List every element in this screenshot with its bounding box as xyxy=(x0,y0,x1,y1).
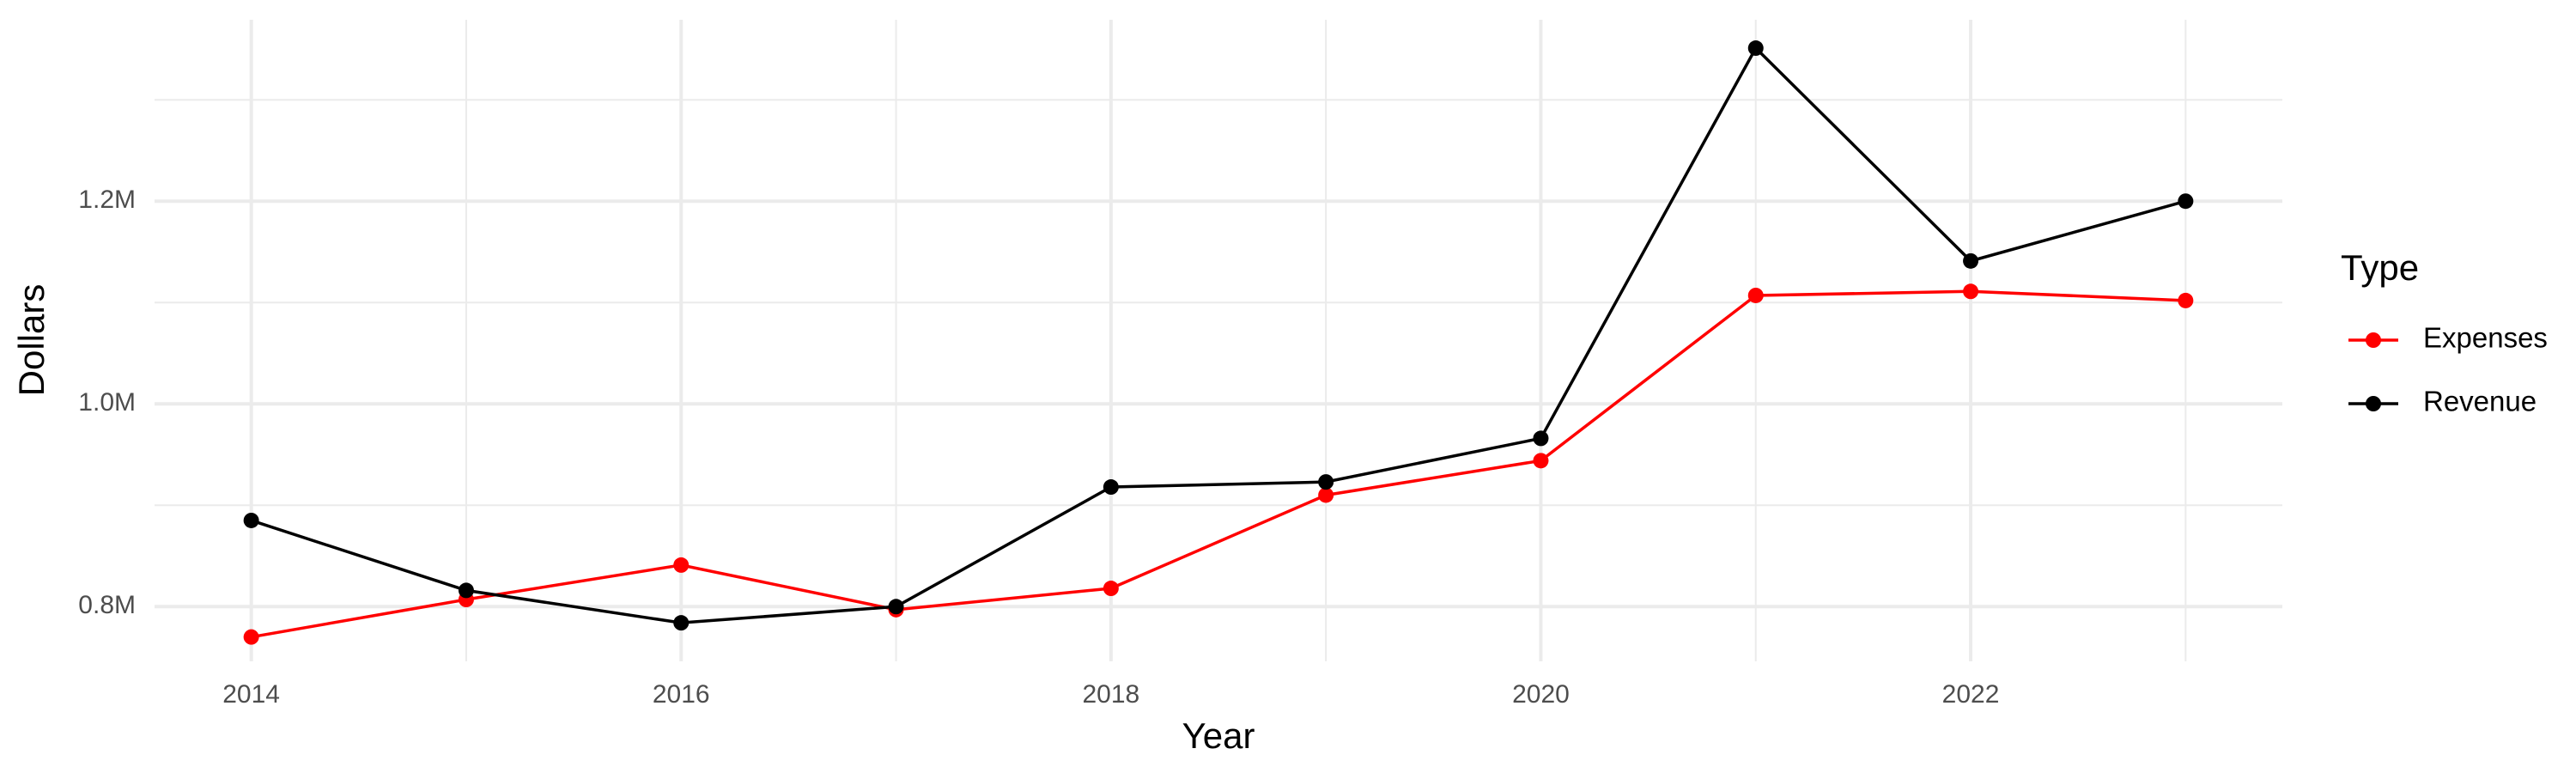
y-axis-title: Dollars xyxy=(11,284,52,397)
series-line xyxy=(251,289,2186,639)
data-point xyxy=(1963,253,1979,269)
data-point xyxy=(243,512,259,528)
data-point xyxy=(673,615,690,631)
legend-key-point xyxy=(2366,396,2381,411)
data-point xyxy=(2178,292,2194,308)
y-tick-label: 0.8M xyxy=(78,591,136,619)
x-tick-label: 2022 xyxy=(1942,680,2000,709)
legend-key-point xyxy=(2366,332,2381,348)
y-tick-label: 1.2M xyxy=(78,186,136,214)
grid xyxy=(155,20,2282,661)
y-tick-label: 1.0M xyxy=(78,388,136,417)
legend-label: Revenue xyxy=(2423,386,2537,417)
x-axis-title: Year xyxy=(1182,715,1255,756)
data-point xyxy=(458,582,474,599)
data-point xyxy=(673,557,690,573)
legend-label: Expenses xyxy=(2423,322,2548,354)
legend-title: Type xyxy=(2341,247,2419,288)
data-point xyxy=(243,629,259,645)
data-point xyxy=(1318,474,1334,490)
data-point xyxy=(1747,40,1764,57)
x-tick-label: 2014 xyxy=(222,680,280,709)
data-point xyxy=(1533,453,1549,469)
data-point xyxy=(1318,487,1334,503)
data-point xyxy=(1533,430,1549,447)
data-point xyxy=(1103,479,1119,496)
data-point xyxy=(888,599,904,615)
series-line xyxy=(251,46,2186,624)
x-tick-label: 2018 xyxy=(1082,680,1139,709)
data-point xyxy=(1103,581,1119,597)
x-tick-label: 2016 xyxy=(653,680,710,709)
data-point xyxy=(1963,283,1979,300)
x-tick-label: 2020 xyxy=(1512,680,1570,709)
data-point xyxy=(2178,193,2194,210)
data-point xyxy=(1747,287,1764,303)
marks xyxy=(243,40,2194,645)
